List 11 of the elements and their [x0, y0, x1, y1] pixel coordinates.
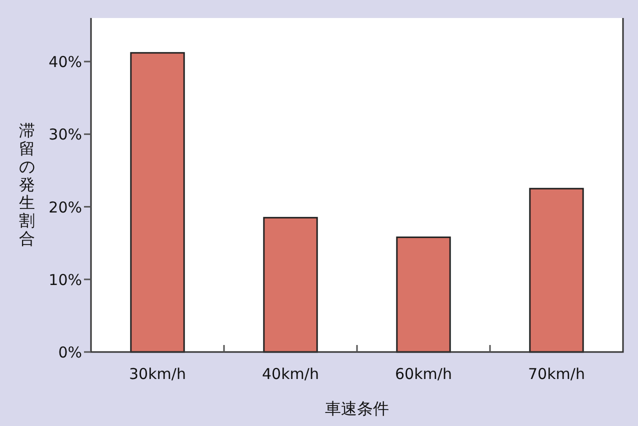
x-tick-label: 40km/h [262, 365, 319, 383]
y-tick-label: 30% [48, 126, 82, 144]
y-tick-label: 10% [48, 270, 82, 289]
x-tick-label: 30km/h [129, 365, 186, 383]
x-tick-label: 60km/h [395, 365, 452, 383]
y-tick-label: 0% [58, 344, 82, 362]
y-axis-title: 滞留の発生割合 [19, 121, 35, 248]
y-tick-label: 40% [48, 53, 82, 72]
x-axis-title: 車速条件 [325, 399, 389, 418]
y-tick-label: 20% [48, 198, 82, 216]
x-tick-label: 70km/h [528, 365, 585, 383]
